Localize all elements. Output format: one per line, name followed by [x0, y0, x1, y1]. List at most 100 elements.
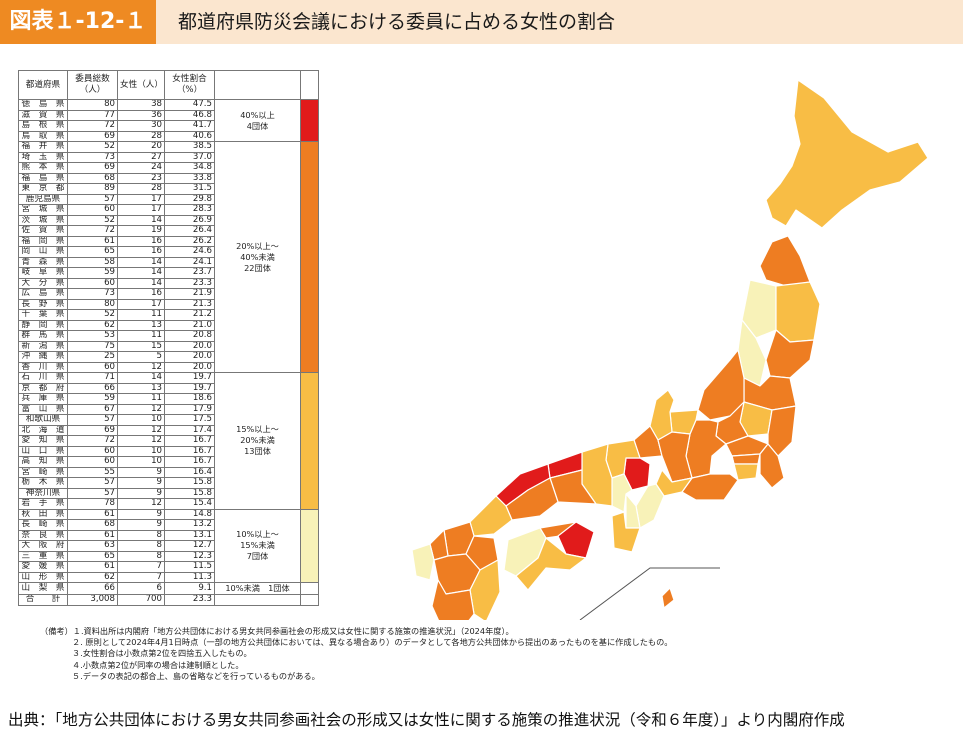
table-row: 福 岡 県 61 16 26.2 [18, 235, 319, 247]
table-row: 徳 島 県 80 38 47.5 40%以上 4団体 [18, 99, 319, 142]
ratio-cell: 37.0 [164, 151, 215, 163]
women-cell: 12 [117, 424, 165, 436]
group-label-cell: 20%以上～ 40%未満 22団体 [214, 141, 301, 373]
table-row: 山 形 県 62 7 11.3 [18, 571, 319, 583]
total-cell: 25 [67, 351, 118, 363]
group-color-swatch [300, 582, 319, 595]
table-row: 石 川 県 71 14 19.7 15%以上～ 20%未満 13団体 [18, 372, 319, 510]
women-cell: 14 [117, 372, 165, 384]
ratio-cell: 41.7 [164, 120, 215, 132]
table-row: 千 葉 県 52 11 21.2 [18, 309, 319, 321]
total-cell: 62 [67, 319, 118, 331]
table-row: 茨 城 県 52 14 26.9 [18, 214, 319, 226]
ratio-cell: 28.3 [164, 204, 215, 216]
women-cell: 16 [117, 288, 165, 300]
women-cell: 11 [117, 393, 165, 405]
map-region-gifu [657, 431, 693, 483]
ratio-cell: 15.8 [164, 487, 215, 499]
column-header-total: 委員総数（人） [67, 70, 118, 100]
women-cell: 14 [117, 256, 165, 268]
table-row: 高 知 県 60 10 16.7 [18, 456, 319, 468]
ratio-cell: 21.0 [164, 319, 215, 331]
total-cell: 57 [67, 414, 118, 426]
prefecture-cell: 福 井 県 [18, 141, 68, 153]
total-cell: 52 [67, 214, 118, 226]
figure-header: 図表１-12-１ 都道府県防災会議における委員に占める女性の割合 [0, 0, 963, 44]
map-region-mie [635, 483, 665, 529]
ratio-cell: 23.7 [164, 267, 215, 279]
prefecture-cell: 新 潟 県 [18, 340, 68, 352]
women-cell: 8 [117, 529, 165, 541]
ratio-cell: 24.6 [164, 246, 215, 258]
prefecture-cell: 鹿児島県 [18, 193, 68, 205]
total-label-cell: 合 計 [18, 594, 68, 606]
women-cell: 17 [117, 193, 165, 205]
okinawa-inset-border [579, 567, 720, 620]
total-cell: 72 [67, 435, 118, 447]
women-cell: 14 [117, 277, 165, 289]
map-region-okinawa [661, 587, 675, 609]
women-cell: 12 [117, 361, 165, 373]
prefecture-cell: 広 島 県 [18, 288, 68, 300]
women-cell: 6 [117, 582, 165, 595]
prefecture-cell: 徳 島 県 [18, 99, 68, 111]
women-cell: 17 [117, 204, 165, 216]
women-cell: 14 [117, 267, 165, 279]
ratio-cell: 33.8 [164, 172, 215, 184]
ratio-cell: 14.8 [164, 508, 215, 520]
women-cell: 10 [117, 445, 165, 457]
total-cell: 73 [67, 288, 118, 300]
group-label-cell: 15%以上～ 20%未満 13団体 [214, 372, 301, 510]
prefecture-cell: 高 知 県 [18, 456, 68, 468]
women-cell: 15 [117, 340, 165, 352]
prefecture-cell: 長 野 県 [18, 298, 68, 310]
note-line: （備考）１.資料出所は内閣府「地方公共団体における男女共同参画社会の形成又は女性… [40, 626, 514, 636]
map-region-iwate [775, 281, 821, 343]
table-row: 宮 城 県 60 17 28.3 [18, 204, 319, 216]
prefecture-cell: 茨 城 県 [18, 214, 68, 226]
column-header-group-blank [214, 70, 301, 100]
total-cell: 57 [67, 487, 118, 499]
ratio-cell: 19.7 [164, 372, 215, 384]
prefecture-cell: 三 重 県 [18, 550, 68, 562]
women-cell: 10 [117, 456, 165, 468]
table-row: 鳥 取 県 69 28 40.6 [18, 130, 319, 142]
women-cell: 9 [117, 519, 165, 531]
ratio-cell: 13.2 [164, 519, 215, 531]
ratio-cell: 21.2 [164, 309, 215, 321]
ratio-cell: 16.7 [164, 456, 215, 468]
japan-choropleth-map [411, 79, 929, 620]
total-cell: 55 [67, 466, 118, 478]
prefecture-cell: 愛 知 県 [18, 435, 68, 447]
prefecture-cell: 山 口 県 [18, 445, 68, 457]
total-cell: 65 [67, 550, 118, 562]
prefecture-cell: 北 海 道 [18, 424, 68, 436]
ratio-cell: 20.8 [164, 330, 215, 342]
total-cell: 78 [67, 498, 118, 510]
ratio-cell: 26.2 [164, 235, 215, 247]
ratio-cell: 46.8 [164, 109, 215, 121]
table-row: 東 京 都 89 28 31.5 [18, 183, 319, 195]
table-row: 佐 賀 県 72 19 26.4 [18, 225, 319, 237]
total-cell: 61 [67, 561, 118, 573]
total-cell: 60 [67, 361, 118, 373]
ratio-cell: 26.9 [164, 214, 215, 226]
ratio-cell: 12.7 [164, 540, 215, 552]
ratio-cell: 15.8 [164, 477, 215, 489]
group-color-swatch [300, 372, 319, 510]
ratio-cell: 47.5 [164, 99, 215, 111]
ratio-cell: 11.5 [164, 561, 215, 573]
total-cell: 80 [67, 99, 118, 111]
total-cell: 60 [67, 204, 118, 216]
table-row: 滋 賀 県 77 36 46.8 [18, 109, 319, 121]
women-cell: 11 [117, 330, 165, 342]
prefecture-cell: 沖 縄 県 [18, 351, 68, 363]
ratio-cell: 12.3 [164, 550, 215, 562]
table-row: 福 井 県 52 20 38.5 20%以上～ 40%未満 22団体 [18, 141, 319, 373]
women-cell: 8 [117, 550, 165, 562]
group-color-swatch [300, 508, 319, 583]
women-cell: 23 [117, 172, 165, 184]
map-region-kanagawa [733, 463, 759, 481]
prefecture-cell: 愛 媛 県 [18, 561, 68, 573]
